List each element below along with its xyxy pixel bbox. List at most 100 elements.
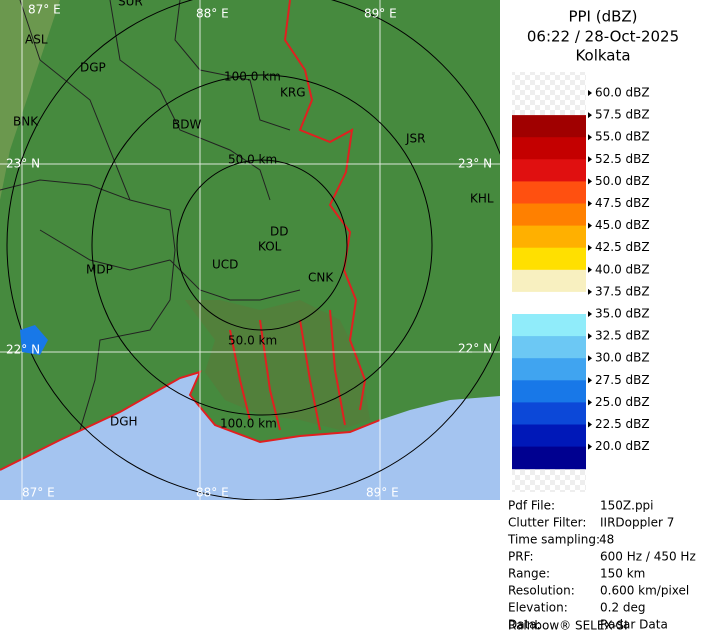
legend-label: 35.0 dBZ — [595, 307, 650, 321]
place-label: ASL — [25, 33, 48, 47]
legend-swatch — [512, 181, 586, 204]
legend-label: 22.5 dBZ — [595, 417, 650, 431]
legend-arrow — [588, 333, 592, 340]
info: Pdf File: 150Z.ppi Clutter Filter: IIRDoppl… — [507, 499, 696, 632]
info-value: 150 km — [600, 567, 645, 581]
legend-arrow — [588, 134, 592, 141]
legend-label: 27.5 dBZ — [595, 373, 650, 387]
grid-label: 88° E — [196, 7, 229, 21]
legend-arrow — [588, 200, 592, 207]
legend-swatch — [512, 291, 586, 315]
graticule — [0, 0, 500, 500]
coastline — [0, 370, 381, 471]
range-label: 50.0 km — [228, 334, 277, 348]
legend-swatch — [512, 380, 586, 403]
info-value: IIRDoppler 7 — [600, 516, 674, 530]
legend-arrow — [588, 156, 592, 163]
footer: Rainbow® SELEX-SI — [508, 619, 628, 633]
info-key: Data: — [508, 618, 541, 632]
location: Kolkata — [575, 47, 630, 65]
info-key: PRF: — [508, 550, 534, 564]
info-value: 0.600 km/pixel — [600, 584, 689, 598]
info-value: Radar Data — [600, 618, 668, 632]
info-key: Elevation: — [508, 601, 568, 615]
legend-arrow — [588, 288, 592, 295]
place-label: KOL — [258, 240, 282, 254]
legend-label: 32.5 dBZ — [595, 329, 650, 343]
legend-arrow — [588, 222, 592, 229]
grid-label: 23° N — [6, 157, 40, 171]
place-label: BDW — [172, 118, 201, 132]
terrain — [0, 0, 60, 200]
place-label: DD — [270, 225, 288, 239]
grid-label: 87° E — [22, 486, 55, 500]
place-label: BNK — [13, 115, 39, 129]
legend-swatch — [512, 115, 586, 138]
legend-swatch — [512, 314, 586, 337]
legend-label: 50.0 dBZ — [595, 174, 650, 188]
legend-label: 20.0 dBZ — [595, 439, 650, 453]
info-key: Resolution: — [508, 584, 575, 598]
place-label: SUR — [118, 0, 143, 9]
info-value: 150Z.ppi — [600, 499, 654, 513]
border — [283, 0, 367, 411]
place-label: KHL — [470, 192, 494, 206]
range-label: 50.0 km — [228, 153, 277, 167]
legend-swatch — [512, 446, 586, 470]
legend-swatch — [512, 424, 586, 448]
legend-label: 25.0 dBZ — [595, 395, 650, 409]
legend-label: 55.0 dBZ — [595, 130, 650, 144]
legend-label: 45.0 dBZ — [595, 218, 650, 232]
legend-arrow — [588, 112, 592, 119]
grid-label: 23° N — [458, 157, 492, 171]
legend: 60.0 dBZ 57.5 dBZ 55.0 dBZ 52.5 dBZ 50.0 dBZ… — [512, 86, 650, 470]
legend-arrow — [588, 399, 592, 406]
info-key: Pdf File: — [508, 499, 555, 513]
legend-swatch — [512, 336, 586, 359]
info-key: Clutter Filter: — [508, 516, 586, 530]
legend-label: 40.0 dBZ — [595, 262, 650, 276]
map: 87° E SUR 88° E 89° E ASL DGP 100.0 km K… — [0, 0, 500, 500]
legend-swatch — [512, 203, 586, 227]
place-label: UCD — [212, 258, 238, 272]
legend-arrow — [588, 90, 592, 96]
range-rings — [6, 0, 500, 500]
info-value: 0.2 deg — [600, 601, 646, 615]
grid-label: 87° E — [28, 3, 61, 17]
legend-arrow — [588, 311, 592, 317]
legend-arrow — [588, 244, 592, 251]
legend-label: 52.5 dBZ — [595, 152, 650, 166]
grid-label: 89° E — [366, 486, 399, 500]
legend-label: 60.0 dBZ — [595, 86, 650, 100]
legend-swatch — [512, 358, 586, 381]
info-key: Range: — [508, 567, 550, 581]
grid-label: 89° E — [364, 7, 397, 21]
legend-arrow — [588, 443, 592, 450]
place-label: CNK — [308, 271, 334, 285]
legend-arrow — [588, 266, 592, 273]
info-value: 48 — [599, 533, 614, 547]
legend-label: 42.5 dBZ — [595, 240, 650, 254]
legend-arrow — [588, 377, 592, 384]
legend-swatch — [512, 269, 586, 293]
legend-swatch — [512, 225, 586, 249]
legend-arrow — [588, 421, 592, 428]
legend-swatch — [512, 159, 586, 182]
place-label: DGH — [110, 415, 138, 429]
time: 06:22 / 28-Oct-2025 — [527, 28, 679, 46]
legend-arrow — [588, 178, 592, 185]
echo — [20, 325, 48, 355]
title: PPI (dBZ) — [568, 8, 637, 26]
legend-label: 47.5 dBZ — [595, 196, 650, 210]
info-key: Time sampling: — [507, 533, 600, 547]
legend-swatch — [512, 402, 586, 425]
legend-label: 30.0 dBZ — [595, 351, 650, 365]
grid-label: 88° E — [196, 486, 229, 500]
info-value: 600 Hz / 450 Hz — [600, 550, 696, 564]
place-label: KRG — [280, 86, 306, 100]
legend-arrow — [588, 355, 592, 362]
range-label: 100.0 km — [224, 70, 281, 84]
place-label: MDP — [86, 263, 113, 277]
